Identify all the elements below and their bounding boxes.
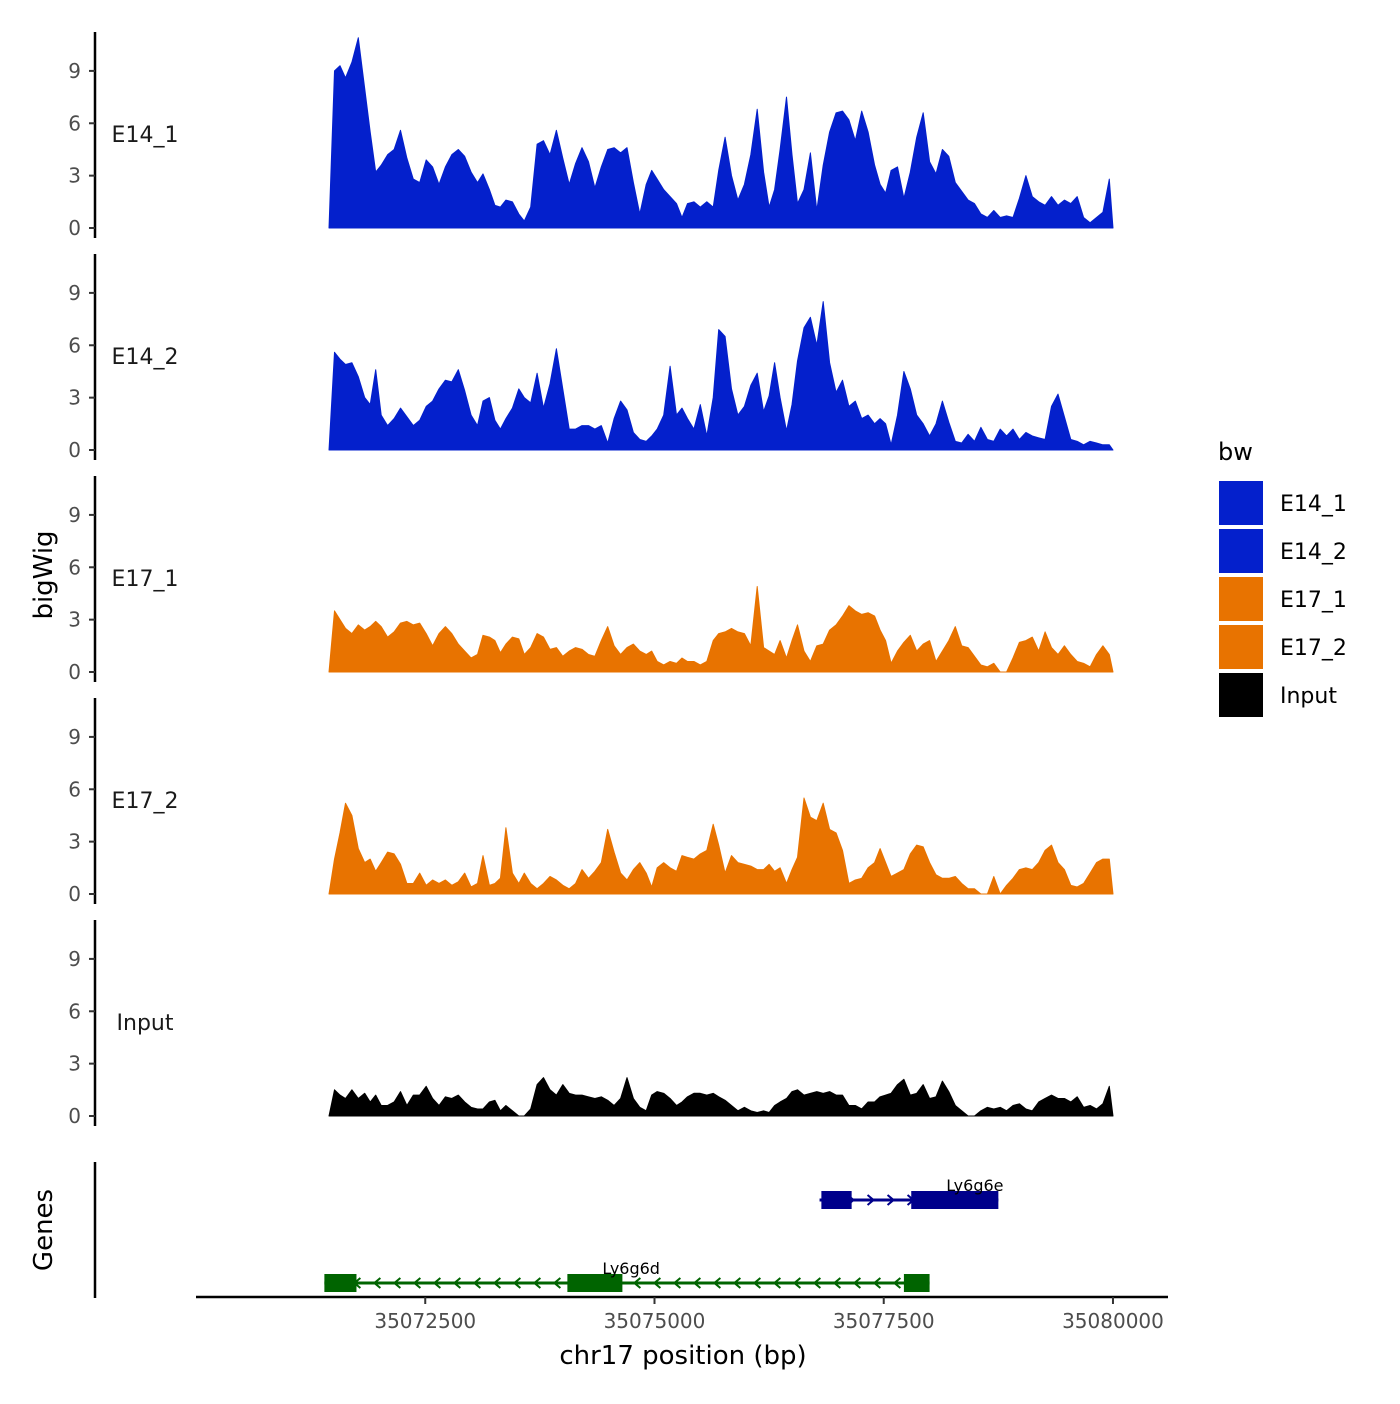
genes-panel: Ly6g6e Ly6g6d (93, 1162, 1004, 1298)
y-tick-label: 0 (68, 882, 81, 906)
y-tick-label: 9 (68, 947, 81, 971)
strand-chevron (392, 1277, 402, 1289)
x-tick-label: 35077500 (833, 1309, 935, 1333)
legend-key (1219, 577, 1263, 621)
y-axis-title: bigWig (29, 530, 59, 619)
legend-label: E14_2 (1280, 540, 1347, 565)
track-e14_2: 0 3 6 9 E14_2 (68, 254, 1114, 462)
strand-chevron (652, 1277, 662, 1289)
strand-chevron (492, 1277, 502, 1289)
strand-chevron (632, 1277, 642, 1289)
gene-exon (324, 1274, 357, 1292)
gene-exon (821, 1191, 852, 1209)
gene-label: Ly6g6e (946, 1176, 1003, 1195)
x-axis: 35072500 35075000 35077500 35080000 (196, 1295, 1168, 1333)
legend-label: E14_1 (1280, 492, 1347, 517)
legend-label: E17_2 (1280, 636, 1347, 661)
strand-chevron (532, 1277, 542, 1289)
y-tick-label: 9 (68, 59, 81, 83)
strand-chevron (732, 1277, 742, 1289)
track-label: E14_1 (112, 123, 179, 148)
y-tick-label: 9 (68, 503, 81, 527)
track-label: E17_1 (112, 567, 179, 592)
y-tick-label: 6 (68, 111, 81, 135)
strand-chevron (852, 1277, 862, 1289)
strand-chevron (832, 1277, 842, 1289)
y-tick-label: 3 (68, 386, 81, 410)
y-tick-label: 3 (68, 164, 81, 188)
track-e17_1: 0 3 6 9 E17_1 (68, 476, 1114, 684)
x-axis-title: chr17 position (bp) (559, 1341, 806, 1371)
strand-chevron (552, 1277, 562, 1289)
y-tick-label: 3 (68, 608, 81, 632)
y-tick-label: 3 (68, 1052, 81, 1076)
strand-chevron (866, 1194, 876, 1206)
track-label: E14_2 (112, 345, 179, 370)
legend: bw E14_1 E14_2 E17_1 E17_2 Input (1218, 438, 1347, 717)
y-tick-label: 6 (68, 555, 81, 579)
track-label: Input (117, 1011, 174, 1036)
y-tick-label: 6 (68, 333, 81, 357)
x-tick-label: 35080000 (1062, 1309, 1164, 1333)
gene-exon (567, 1274, 623, 1292)
strand-chevron (872, 1277, 882, 1289)
y-tick-label: 0 (68, 660, 81, 684)
strand-chevron (432, 1277, 442, 1289)
tracks-layer: 0 3 6 9 E14_1 0 3 6 9 E14_2 0 3 6 9 E17_1 0 3 6 9 E17_2 0 3 6 9… (68, 32, 1114, 1128)
track-e14_1: 0 3 6 9 E14_1 (68, 32, 1114, 240)
coverage-area (328, 797, 1114, 895)
gene-exon (911, 1191, 999, 1209)
strand-chevron (712, 1277, 722, 1289)
x-tick-label: 35075000 (604, 1309, 706, 1333)
strand-chevron (672, 1277, 682, 1289)
track-input: 0 3 6 9 Input (68, 920, 1114, 1128)
strand-chevron (372, 1277, 382, 1289)
strand-chevron (412, 1277, 422, 1289)
strand-chevron (692, 1277, 702, 1289)
legend-key (1219, 673, 1263, 717)
y-tick-label: 0 (68, 438, 81, 462)
coverage-area (328, 37, 1114, 229)
strand-chevron (752, 1277, 762, 1289)
y-tick-label: 0 (68, 1104, 81, 1128)
track-e17_2: 0 3 6 9 E17_2 (68, 698, 1114, 906)
strand-chevron (472, 1277, 482, 1289)
x-tick-label: 35072500 (374, 1309, 476, 1333)
strand-chevron (452, 1277, 462, 1289)
strand-chevron (892, 1277, 902, 1289)
legend-key (1219, 529, 1263, 573)
track-label: E17_2 (112, 789, 179, 814)
genes-panel-label: Genes (29, 1189, 59, 1271)
y-tick-label: 3 (68, 830, 81, 854)
coverage-area (328, 586, 1114, 673)
coverage-area (328, 301, 1114, 451)
legend-key (1219, 481, 1263, 525)
strand-chevron (812, 1277, 822, 1289)
y-tick-label: 0 (68, 216, 81, 240)
strand-chevron (512, 1277, 522, 1289)
legend-key (1219, 625, 1263, 669)
y-tick-label: 9 (68, 725, 81, 749)
gene-label: Ly6g6d (602, 1259, 660, 1278)
strand-chevron (772, 1277, 782, 1289)
legend-label: E17_1 (1280, 588, 1347, 613)
legend-title: bw (1218, 438, 1253, 466)
strand-chevron (886, 1194, 896, 1206)
legend-label: Input (1280, 684, 1337, 709)
gene-ly6g6e: Ly6g6e (819, 1176, 1004, 1209)
y-tick-label: 9 (68, 281, 81, 305)
gene-exon (903, 1274, 930, 1292)
coverage-area (328, 1077, 1114, 1117)
gene-ly6g6d: Ly6g6d (324, 1259, 930, 1292)
y-tick-label: 6 (68, 777, 81, 801)
y-tick-label: 6 (68, 999, 81, 1023)
strand-chevron (792, 1277, 802, 1289)
